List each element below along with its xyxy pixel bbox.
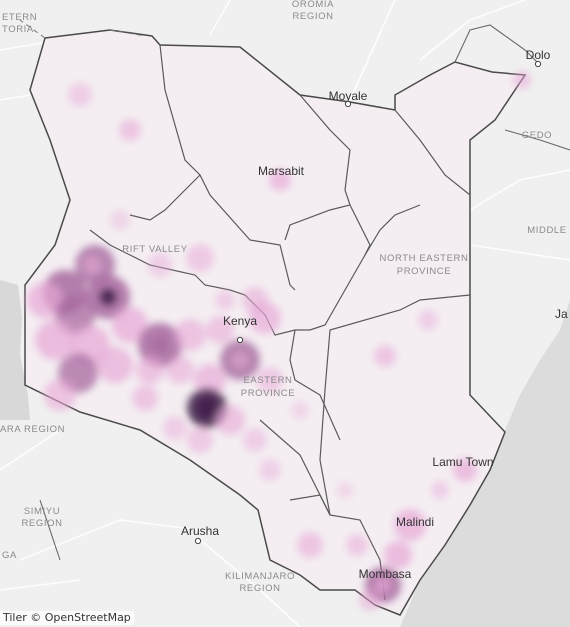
city-label-lamu: Lamu Town [432, 455, 493, 469]
city-marker-icon [194, 537, 202, 545]
region-label-equatoria: ETERN TORIA [2, 12, 37, 35]
city-marker-icon [236, 336, 244, 344]
heat-blob [27, 282, 63, 318]
city-marker-icon [344, 100, 352, 108]
city-label-mombasa: Mombasa [359, 567, 412, 581]
heat-blob [418, 310, 438, 330]
heatmap-layer [27, 71, 531, 611]
heat-blob [44, 379, 76, 411]
heat-blob [337, 482, 353, 498]
heat-blob [232, 352, 248, 368]
city-label-dolo: Dolo [526, 48, 551, 62]
heat-blob [257, 367, 283, 393]
city-marker-icon [534, 60, 542, 68]
heat-blob [359, 589, 381, 611]
indian-ocean [400, 300, 570, 627]
heat-blob [68, 83, 92, 107]
heat-blob [269, 169, 291, 191]
city-label-ja: Ja [555, 307, 568, 321]
heat-blob [119, 119, 141, 141]
city-label-malindi: Malindi [396, 515, 434, 529]
heat-blob [453, 458, 477, 482]
heat-blob [243, 428, 267, 452]
heat-blob [291, 401, 309, 419]
region-label-middle: MIDDLE [527, 225, 567, 236]
region-label-eastern: EASTERN PROVINCE [241, 375, 295, 399]
heat-blob [187, 427, 213, 453]
region-label-rift-valley: RIFT VALLEY [122, 244, 187, 255]
heat-blob [431, 481, 449, 499]
region-label-gedo: GEDO [522, 130, 552, 141]
city-label-marsabit: Marsabit [258, 164, 305, 178]
heat-blob [132, 385, 158, 411]
heat-blob [297, 532, 323, 558]
region-label-ga: GA [2, 550, 17, 561]
heat-blob [136, 356, 164, 384]
heat-blob [194, 364, 226, 396]
heat-blob [99, 288, 117, 306]
region-label-simiyu: SIMIYU REGION [21, 506, 62, 529]
region-label-mara: ARA REGION [0, 424, 65, 435]
heat-blob [513, 71, 531, 89]
heat-blob [83, 256, 101, 274]
heat-blob [259, 459, 281, 481]
heat-blob [110, 210, 130, 230]
heat-blob [35, 320, 75, 360]
heat-blob [166, 356, 194, 384]
map-attribution[interactable]: Tiler © OpenStreetMap [0, 611, 134, 625]
neighbor-borders [39, 24, 570, 561]
heat-blob [242, 287, 268, 313]
province-borders [89, 44, 471, 601]
heat-blob [215, 290, 235, 310]
city-label-kenya: Kenya [223, 314, 257, 328]
heat-blob [206, 316, 234, 344]
region-label-kilimanjaro: KILIMANJARO REGION [225, 571, 295, 594]
lake-victoria [0, 280, 30, 420]
heat-blob [163, 416, 187, 440]
heat-blob [215, 405, 245, 435]
region-label-north-eastern: NORTH EASTERN PROVINCE [380, 253, 469, 277]
heat-blob [151, 336, 169, 354]
heat-blob [174, 319, 206, 351]
intl-borders [19, 19, 146, 39]
city-label-moyale: Moyale [329, 89, 368, 103]
heat-blob [394, 509, 426, 541]
heat-blob [374, 345, 396, 367]
city-label-arusha: Arusha [181, 524, 219, 538]
heat-blob [384, 541, 412, 569]
heat-blob [112, 307, 148, 343]
heat-blob [97, 347, 133, 383]
region-label-oromia: OROMIA REGION [292, 0, 334, 22]
heat-blob [186, 244, 214, 272]
heat-blob [196, 397, 218, 419]
heat-blob [375, 577, 391, 593]
heat-blob [346, 534, 368, 556]
heat-blob [148, 253, 172, 277]
